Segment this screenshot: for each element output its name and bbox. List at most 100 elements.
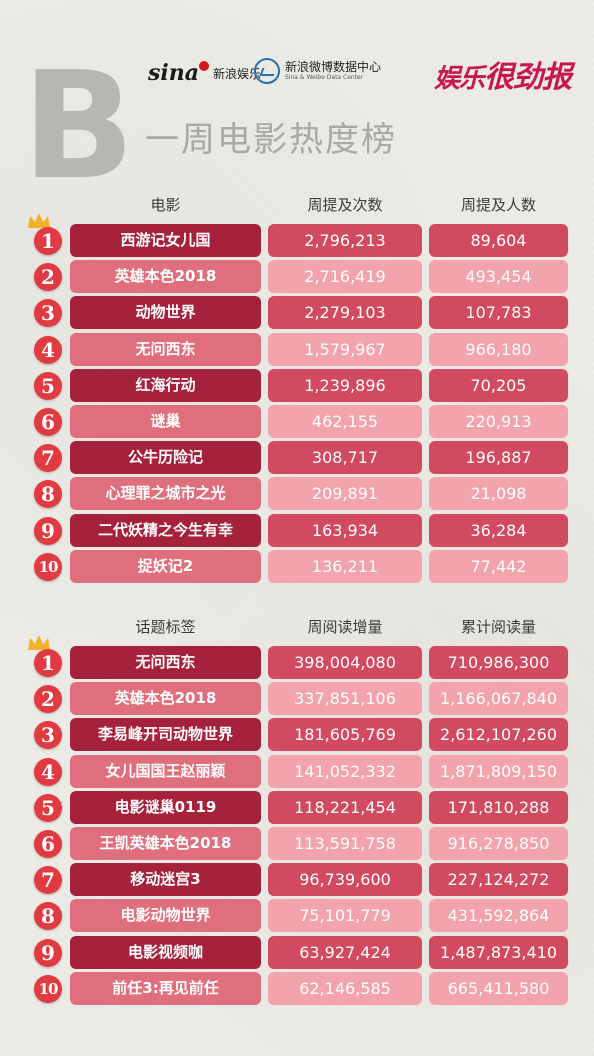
weibo-text: 新浪微博数据中心 Sina & Weibo Data Center — [285, 59, 382, 82]
name-cell: 女儿国国王赵丽颖 — [70, 754, 261, 788]
value1-cell: 62,146,585 — [268, 971, 422, 1005]
value2-cell: 431,592,864 — [429, 899, 568, 933]
topic-table-row: 7 移动迷宫3 96,739,600 227,124,272 — [0, 863, 594, 897]
rank-badge: 1 — [34, 227, 62, 255]
value1-cell: 337,851,106 — [268, 682, 422, 716]
value2-cell: 710,986,300 — [429, 646, 568, 679]
movie-table-row: 6 谜巢 462,155 220,913 — [0, 405, 594, 438]
rank-badge: 9 — [34, 516, 62, 545]
value1-cell: 2,796,213 — [268, 224, 422, 257]
value2-cell: 171,810,288 — [429, 790, 568, 824]
rank-badge: 7 — [34, 866, 62, 895]
movie-value2-column-header: 周提及人数 — [460, 196, 536, 214]
movie-table-row: 3 动物世界 2,279,103 107,783 — [0, 296, 594, 330]
topic-table-row: 1 无问西东 398,004,080 710,986,300 — [0, 646, 594, 679]
value1-cell: 63,927,424 — [268, 935, 422, 969]
rank-badge: 1 — [34, 649, 62, 677]
value2-cell: 916,278,850 — [429, 827, 568, 860]
name-cell: 无问西东 — [70, 646, 261, 679]
weibo-label: 新浪微博数据中心 — [285, 59, 382, 74]
name-cell: 李易峰开司动物世界 — [70, 718, 261, 752]
name-cell: 红海行动 — [70, 368, 261, 402]
movie-table-row: 4 无问西东 1,579,967 966,180 — [0, 332, 594, 366]
value1-cell: 141,052,332 — [268, 754, 422, 788]
rank-badge: 6 — [34, 408, 62, 436]
topic-table-row: 9 电影视频咖 63,927,424 1,487,873,410 — [0, 935, 594, 969]
value2-cell: 2,612,107,260 — [429, 718, 568, 752]
rank-badge: 2 — [34, 685, 62, 714]
name-cell: 谜巢 — [70, 405, 261, 438]
topic-table-row: 2 英雄本色2018 337,851,106 1,166,067,840 — [0, 682, 594, 716]
value2-cell: 665,411,580 — [429, 971, 568, 1005]
rank-badge: 3 — [34, 721, 62, 750]
movie-name-column-header: 电影 — [150, 196, 181, 214]
name-cell: 二代妖精之今生有幸 — [70, 513, 261, 547]
value1-cell: 2,716,419 — [268, 260, 422, 294]
name-cell: 英雄本色2018 — [70, 682, 261, 716]
topic-table-row: 8 电影动物世界 75,101,779 431,592,864 — [0, 899, 594, 933]
name-cell: 英雄本色2018 — [70, 260, 261, 294]
weibo-sublabel: Sina & Weibo Data Center — [285, 74, 364, 82]
value2-cell: 493,454 — [429, 260, 568, 294]
movie-table-row: 10 捉妖记2 136,211 77,442 — [0, 549, 594, 583]
sina-label: 新浪娱乐 — [213, 66, 262, 81]
topic-table-row: 6 王凯英雄本色2018 113,591,758 916,278,850 — [0, 827, 594, 860]
movie-crown-icon — [26, 212, 52, 230]
sina-wordmark: sina — [148, 60, 199, 86]
value2-cell: 1,871,809,150 — [429, 754, 568, 788]
topic-table-row: 4 女儿国国王赵丽颖 141,052,332 1,871,809,150 — [0, 754, 594, 788]
value1-cell: 96,739,600 — [268, 863, 422, 897]
sina-eye-icon — [199, 61, 209, 71]
movie-table-row: 8 心理罪之城市之光 209,891 21,098 — [0, 477, 594, 511]
value1-cell: 2,279,103 — [268, 296, 422, 330]
value1-cell: 462,155 — [268, 405, 422, 438]
value2-cell: 89,604 — [429, 224, 568, 257]
weibo-data-logo: 新浪微博数据中心 Sina & Weibo Data Center — [254, 58, 381, 84]
movie-table-row: 9 二代妖精之今生有幸 163,934 36,284 — [0, 513, 594, 547]
rank-badge: 6 — [34, 830, 62, 858]
movie-value1-column-header: 周提及次数 — [307, 196, 383, 214]
brand-logo: 娱乐很劲报 — [434, 52, 572, 96]
movie-table-row: 7 公牛历险记 308,717 196,887 — [0, 441, 594, 475]
value1-cell: 136,211 — [268, 549, 422, 583]
topic-table-row: 5 电影谜巢0119 118,221,454 171,810,288 — [0, 790, 594, 824]
brand-part-1: 娱乐 — [434, 64, 485, 94]
rank-badge: 8 — [34, 480, 62, 509]
brand-part-2: 很劲报 — [484, 60, 572, 95]
name-cell: 前任3:再见前任 — [70, 971, 261, 1005]
topic-name-column-header: 话题标签 — [135, 618, 196, 636]
name-cell: 电影动物世界 — [70, 899, 261, 933]
value1-cell: 308,717 — [268, 441, 422, 475]
movie-table-row: 2 英雄本色2018 2,716,419 493,454 — [0, 260, 594, 294]
sina-logo: sina 新浪娱乐 — [148, 60, 261, 86]
value2-cell: 196,887 — [429, 441, 568, 475]
value1-cell: 75,101,779 — [268, 899, 422, 933]
value1-cell: 113,591,758 — [268, 827, 422, 860]
name-cell: 移动迷宫3 — [70, 863, 261, 897]
rank-badge: 5 — [34, 793, 62, 822]
name-cell: 西游记女儿国 — [70, 224, 261, 257]
value1-cell: 209,891 — [268, 477, 422, 511]
value2-cell: 1,166,067,840 — [429, 682, 568, 716]
value2-cell: 966,180 — [429, 332, 568, 366]
topic-table-row: 10 前任3:再见前任 62,146,585 665,411,580 — [0, 971, 594, 1005]
name-cell: 动物世界 — [70, 296, 261, 330]
value2-cell: 220,913 — [429, 405, 568, 438]
value2-cell: 227,124,272 — [429, 863, 568, 897]
value1-cell: 1,579,967 — [268, 332, 422, 366]
rank-badge: 4 — [34, 335, 62, 364]
name-cell: 电影视频咖 — [70, 935, 261, 969]
rank-badge: 3 — [34, 299, 62, 328]
value2-cell: 1,487,873,410 — [429, 935, 568, 969]
value2-cell: 21,098 — [429, 477, 568, 511]
topic-value1-column-header: 周阅读增量 — [307, 618, 383, 636]
value2-cell: 107,783 — [429, 296, 568, 330]
value2-cell: 36,284 — [429, 513, 568, 547]
weibo-data-icon — [254, 58, 280, 84]
topic-crown-icon — [26, 634, 52, 652]
name-cell: 公牛历险记 — [70, 441, 261, 475]
movie-header-row: 电影 周提及次数 周提及人数 — [0, 190, 594, 214]
name-cell: 心理罪之城市之光 — [70, 477, 261, 511]
rank-badge: 7 — [34, 444, 62, 473]
topic-value2-column-header: 累计阅读量 — [460, 618, 536, 636]
